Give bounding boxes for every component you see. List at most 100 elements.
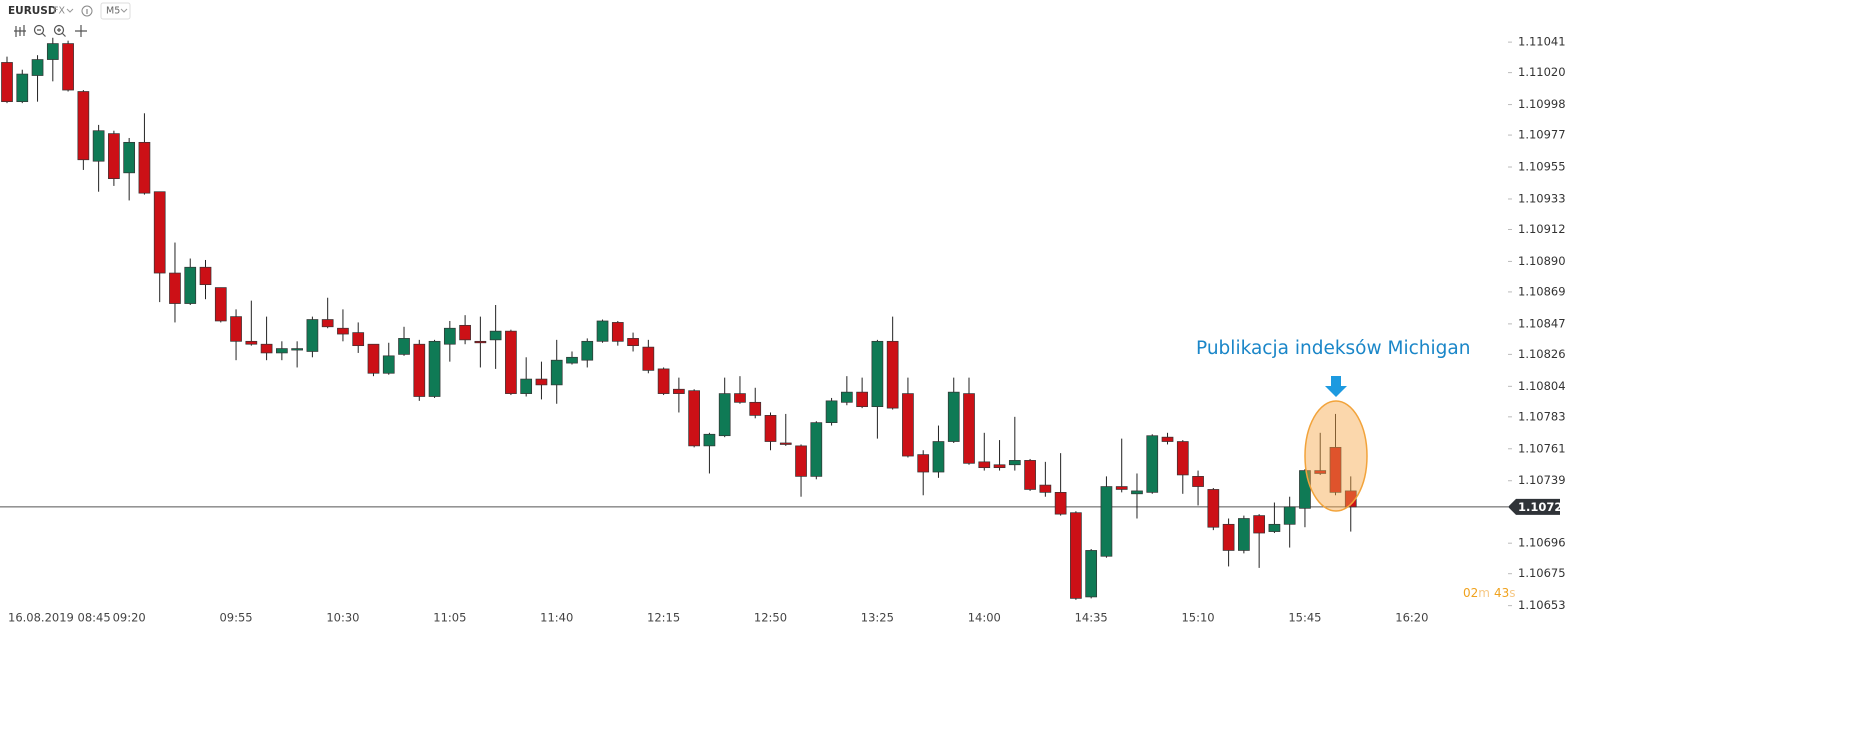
symbol[interactable]: EURUSD — [8, 5, 57, 17]
candle-body — [62, 43, 74, 91]
candle-body — [1268, 523, 1281, 532]
candle-body — [825, 400, 838, 423]
x-tick-label: 14:00 — [968, 611, 1001, 625]
timer-s: s — [1509, 586, 1515, 600]
candle-body — [306, 319, 319, 352]
candle-body — [382, 355, 395, 374]
candle-body — [321, 319, 334, 328]
x-tick-label: 09:20 — [113, 611, 146, 625]
plot-area: 1.11041 1.11020 1.10998 1.10977 1.10955 1.109… — [0, 35, 1570, 625]
candle-body — [886, 340, 899, 409]
x-tick-label: 09:55 — [219, 611, 252, 625]
candle-body — [1222, 523, 1235, 551]
crosshair-icon[interactable] — [75, 25, 87, 37]
candle-body — [642, 346, 655, 371]
y-tick-label: 1.11041 — [1518, 35, 1566, 49]
x-tick-label: 14:35 — [1075, 611, 1108, 625]
candle-body — [1008, 460, 1021, 466]
x-tick-label: 16.08.2019 08:45 — [8, 611, 111, 625]
x-tick-label: 11:40 — [540, 611, 573, 625]
candle-body — [764, 415, 777, 442]
y-tick-label: 1.11020 — [1518, 65, 1566, 79]
y-tick-label: 1.10847 — [1518, 316, 1566, 330]
toolbar-icons — [14, 24, 87, 37]
candle-body — [214, 287, 227, 322]
x-tick-label: 13:25 — [861, 611, 894, 625]
candle-body — [489, 330, 502, 341]
candle-body — [291, 348, 303, 351]
zoom-out-icon[interactable] — [33, 24, 45, 36]
candle-body — [1146, 435, 1159, 493]
y-tick-label: 1.10890 — [1518, 254, 1566, 268]
candle-body — [31, 59, 44, 76]
candle-body — [428, 340, 441, 397]
interval: M5 — [106, 6, 120, 17]
candle-body — [1329, 446, 1342, 493]
candle-body — [123, 141, 136, 174]
candle-body — [199, 266, 212, 286]
indicators-icon[interactable] — [14, 25, 26, 37]
candle-body — [520, 378, 533, 394]
candle-body — [856, 391, 868, 408]
candle-body — [810, 422, 823, 477]
candle-body — [1039, 484, 1052, 493]
y-tick-label: 1.10826 — [1518, 347, 1566, 361]
last-price-box — [1508, 498, 1560, 515]
candle-body — [657, 368, 670, 394]
y-tick-label: 1.10783 — [1518, 409, 1566, 423]
x-tick-label: 15:10 — [1181, 611, 1214, 625]
candle-body — [1176, 441, 1189, 476]
candle-body — [260, 343, 273, 354]
interval-box[interactable] — [100, 2, 131, 20]
y-tick-label: 1.10804 — [1518, 379, 1566, 393]
candle-body — [138, 141, 151, 194]
annotation: Publikacja indeksów Michigan — [1196, 338, 1470, 359]
candle-body — [92, 130, 105, 162]
candle-body — [398, 338, 410, 355]
candle-body — [230, 316, 242, 342]
dropdown-icon[interactable] — [66, 8, 74, 13]
arrow-down — [1325, 376, 1347, 397]
candle-body — [779, 442, 792, 445]
candle-body — [718, 393, 731, 437]
x-tick-label: 16:20 — [1395, 611, 1428, 625]
candle-body — [947, 391, 960, 442]
candle-body — [978, 461, 991, 469]
candle-body — [1192, 476, 1204, 487]
last-price-label: 1.10721 — [1518, 500, 1570, 514]
candle-body — [550, 359, 563, 386]
zoom-in-icon[interactable] — [53, 24, 65, 36]
countdown: 02m 43s — [1463, 586, 1516, 600]
candle-body — [108, 133, 120, 179]
candle-body — [1283, 506, 1296, 525]
candle-body — [871, 340, 884, 408]
candle-body — [352, 332, 365, 347]
candle-body — [581, 340, 594, 361]
candle-body — [474, 340, 487, 344]
candle-body — [367, 343, 380, 374]
candle-body — [1314, 470, 1327, 474]
x-tick-label: 12:15 — [647, 611, 680, 625]
candle-body — [596, 320, 609, 342]
candle-body — [46, 43, 59, 60]
candle-body — [749, 401, 762, 416]
candle-body — [795, 445, 807, 477]
y-tick-label: 1.10912 — [1518, 222, 1566, 236]
y-tick-label: 1.10675 — [1518, 566, 1566, 580]
timer-m: m — [1478, 586, 1490, 600]
candle-body — [993, 464, 1006, 469]
candle-body — [734, 393, 746, 403]
highlight-ellipse — [1304, 400, 1368, 512]
candle-body — [627, 338, 639, 347]
candle-body — [153, 191, 166, 274]
candle-body — [1115, 486, 1128, 490]
y-tick-label: 1.10955 — [1518, 160, 1566, 174]
candle-body — [16, 73, 29, 103]
info-icon[interactable] — [81, 5, 93, 17]
candle-body — [535, 378, 548, 386]
x-tick-label: 11:05 — [433, 611, 466, 625]
candle-body — [703, 433, 716, 447]
candle-body — [443, 327, 456, 345]
candle-body — [932, 441, 945, 473]
